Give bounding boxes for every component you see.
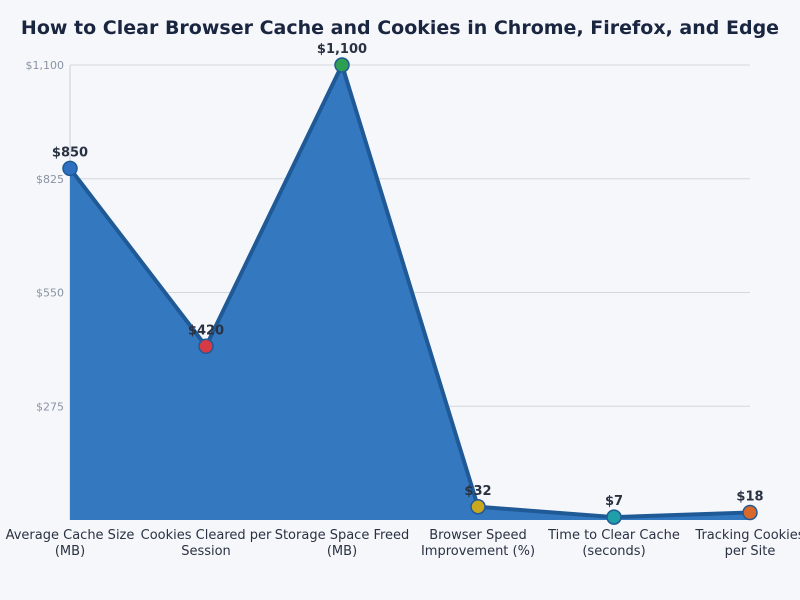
- x-tick-label: Average Cache Size (MB): [6, 528, 135, 559]
- data-label: $7: [605, 494, 623, 509]
- data-label: $32: [464, 484, 491, 499]
- y-tick-label: $825: [36, 173, 64, 186]
- x-tick-label: Cookies Cleared per Session: [141, 528, 272, 559]
- data-label: $1,100: [317, 42, 367, 57]
- x-tick-label-line: Storage Space Freed: [275, 528, 410, 543]
- y-tick-label: $275: [36, 400, 64, 413]
- x-tick-label-line: Cookies Cleared per: [141, 528, 272, 543]
- data-point: [742, 504, 758, 521]
- x-tick-label-line: Improvement (%): [421, 544, 535, 559]
- y-tick-label: $1,100: [26, 59, 65, 72]
- data-point: [62, 160, 78, 177]
- series-line: [68, 63, 751, 520]
- data-point: [606, 509, 622, 525]
- x-tick-label-line: (seconds): [582, 544, 645, 559]
- data-label: $850: [52, 145, 88, 160]
- data-label: $18: [736, 490, 763, 505]
- chart-title: How to Clear Browser Cache and Cookies i…: [21, 17, 779, 39]
- x-tick-label-line: (MB): [327, 544, 357, 559]
- data-point: [334, 57, 350, 73]
- x-tick-label: Browser Speed Improvement (%): [421, 528, 535, 559]
- x-tick-label-line: Average Cache Size: [6, 528, 135, 543]
- y-tick-label: $550: [36, 287, 64, 300]
- x-tick-label-line: Tracking Cookies: [694, 528, 800, 543]
- x-tick-label-line: per Site: [725, 544, 776, 559]
- x-tick-label-line: (MB): [55, 544, 85, 559]
- x-tick-label: Time to Clear Cache (seconds): [547, 528, 680, 559]
- data-label: $420: [188, 323, 224, 338]
- data-point: [470, 499, 486, 515]
- x-tick-label-line: Browser Speed: [429, 528, 527, 543]
- x-tick-label-line: Session: [181, 544, 231, 559]
- x-tick-label-line: Time to Clear Cache: [547, 528, 680, 543]
- x-tick-label: Tracking Cookies per Site: [694, 528, 800, 559]
- x-tick-label: Storage Space Freed (MB): [275, 528, 410, 559]
- data-point: [198, 338, 214, 355]
